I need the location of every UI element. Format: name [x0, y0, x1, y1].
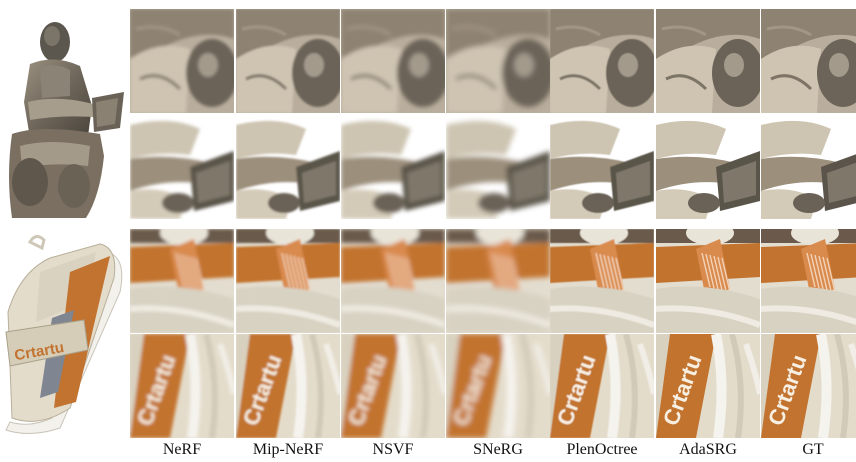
crop-statue-book-plenoctree [550, 115, 654, 219]
crop-shoe-logo-mip-nerf: Crtartu [236, 334, 340, 438]
statue-reference-image [0, 6, 126, 218]
crop-shoe-logo-nsvf: Crtartu [341, 334, 445, 438]
crop-shoe-strap-nsvf [341, 229, 445, 333]
crop-shoe-strap-adasrg [656, 229, 760, 333]
method-label-mip-nerf: Mip-NeRF [252, 441, 324, 458]
crop-statue-knee-nsvf [341, 9, 445, 113]
crop-statue-book-nsvf [341, 115, 445, 219]
crop-statue-knee-adasrg [656, 9, 760, 113]
crop-statue-knee-snerg [446, 9, 550, 113]
crop-statue-knee-nerf [130, 9, 234, 113]
crop-shoe-logo-nerf: Crtartu [130, 334, 234, 438]
method-label-plenoctree: PlenOctree [566, 441, 638, 458]
crop-statue-knee-gt [761, 9, 856, 113]
crop-shoe-strap-mip-nerf [236, 229, 340, 333]
method-label-nerf: NeRF [162, 441, 202, 458]
crop-shoe-strap-plenoctree [550, 229, 654, 333]
crop-shoe-logo-adasrg: Crtartu [656, 334, 760, 438]
shoe-reference-image: Crtartu [0, 232, 126, 440]
crop-shoe-logo-snerg: Crtartu [446, 334, 550, 438]
crop-statue-book-adasrg [656, 115, 760, 219]
crop-shoe-logo-plenoctree: Crtartu [550, 334, 654, 438]
method-label-adasrg: AdaSRG [679, 441, 737, 458]
crop-statue-book-mip-nerf [236, 115, 340, 219]
method-label-nsvf: NSVF [372, 441, 414, 458]
crop-shoe-logo-gt: Crtartu [761, 334, 856, 438]
crop-shoe-strap-snerg [446, 229, 550, 333]
method-label-snerg: SNeRG [473, 441, 523, 458]
crop-statue-book-nerf [130, 115, 234, 219]
crop-shoe-strap-gt [761, 229, 856, 333]
crop-statue-book-gt [761, 115, 856, 219]
crop-shoe-strap-nerf [130, 229, 234, 333]
method-label-gt: GT [802, 441, 824, 458]
crop-statue-knee-mip-nerf [236, 9, 340, 113]
crop-statue-book-snerg [446, 115, 550, 219]
crop-statue-knee-plenoctree [550, 9, 654, 113]
